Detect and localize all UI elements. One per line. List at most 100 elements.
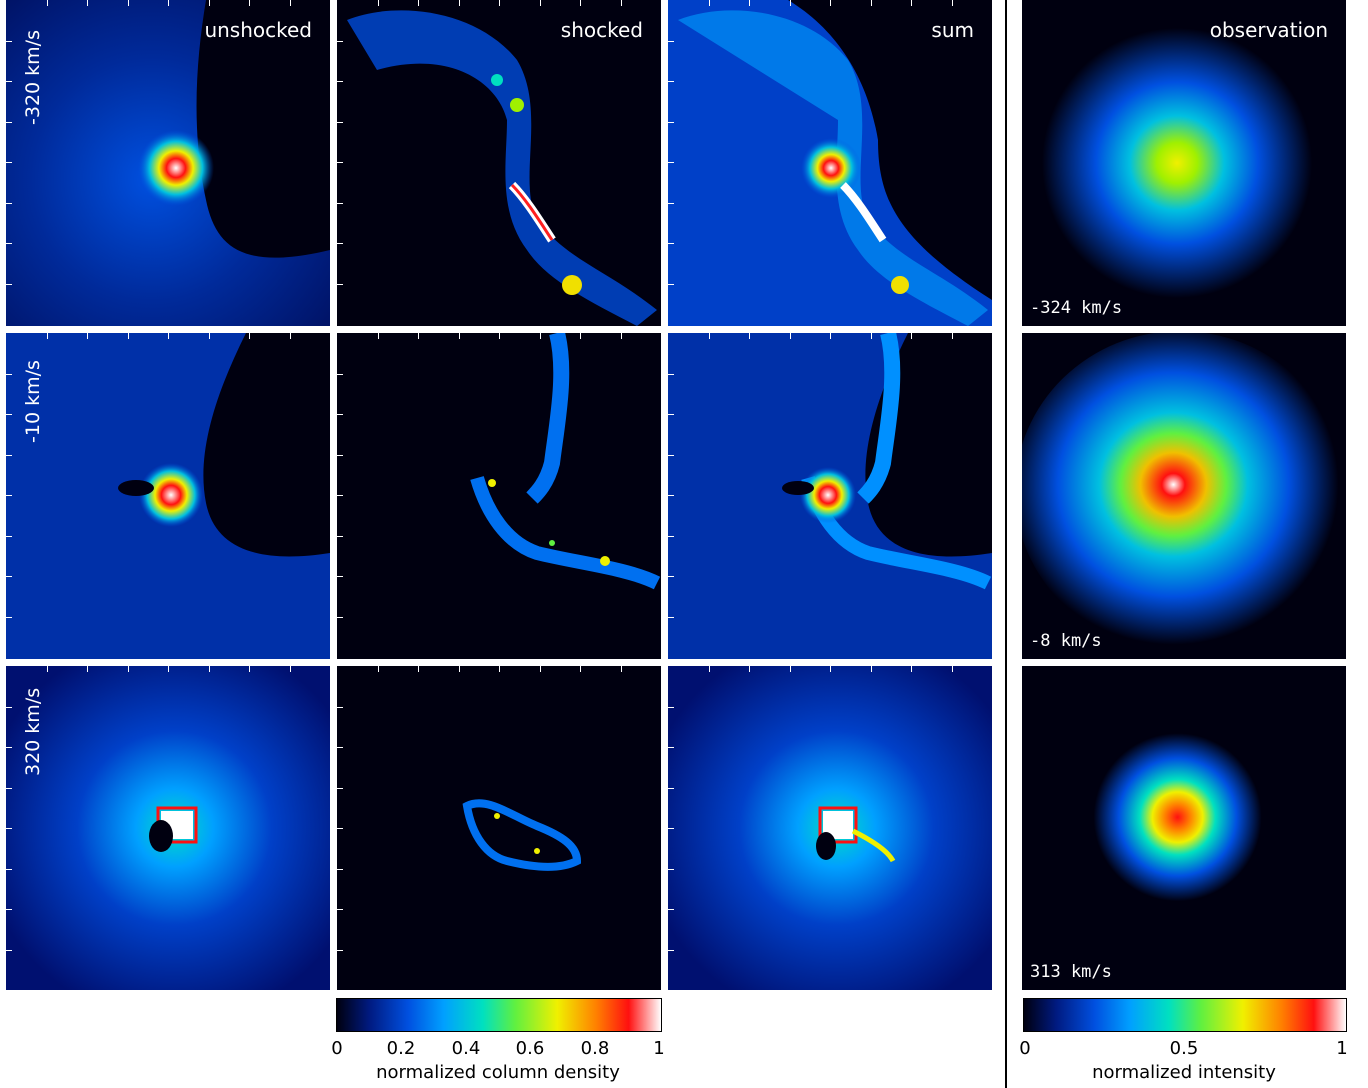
panel-unshocked-row2: -10 km/s [6,333,330,659]
colorbar-left-tick-4: 0.8 [580,1038,610,1059]
axis-tick [337,162,343,163]
axis-tick [289,333,291,339]
axis-tick [668,202,674,204]
axis-tick [668,828,674,829]
axis-tick [789,0,791,6]
panel-shocked-row1: shocked [337,0,661,326]
axis-tick [830,333,831,339]
observation-image-row3 [1022,666,1346,990]
colorbar-column-density [336,998,662,1032]
axis-tick [289,666,291,672]
unshocked-image-row2 [6,333,330,659]
colorbar-right-title: normalized intensity [1092,1062,1276,1083]
colorbar-right-tick-1: 0.5 [1169,1038,1199,1059]
axis-tick [911,333,912,339]
axis-tick [6,949,12,951]
colorbar-left-tick-3: 0.6 [515,1038,545,1059]
axis-tick [668,706,674,708]
axis-tick [6,706,12,708]
observation-velocity-2: -8 km/s [1030,631,1102,651]
axis-tick [668,243,674,244]
axis-tick [168,333,169,339]
axis-tick [337,909,343,910]
axis-tick [668,162,674,163]
axis-tick [337,373,343,375]
axis-tick [830,0,831,6]
axis-tick [668,787,674,789]
panel-observation-row3: 313 km/s [1022,666,1346,990]
colorbar-intensity [1023,998,1347,1032]
axis-tick [708,333,710,339]
axis-tick [208,333,210,339]
row-velocity-1: -320 km/s [22,30,44,125]
axis-tick [951,333,953,339]
axis-tick [458,666,460,672]
shocked-image-row3 [462,799,582,871]
axis-tick [668,535,674,537]
axis-tick [337,868,343,870]
axis-tick [668,454,674,456]
row-velocity-3: 320 km/s [22,687,44,776]
colorbar-left-tick-2: 0.4 [451,1038,481,1059]
axis-tick [6,868,12,870]
axis-tick [668,576,674,577]
axis-tick [620,0,622,6]
axis-tick [127,333,129,339]
axis-tick [539,666,541,672]
colorbar-left-title: normalized column density [376,1062,620,1083]
panel-unshocked-row3: 320 km/s [6,666,330,990]
axis-tick [377,333,379,339]
axis-tick [87,666,88,672]
axis-tick [337,495,343,496]
sum-image-row2 [668,333,992,659]
axis-tick [337,787,343,789]
axis-tick [87,0,88,6]
axis-tick [337,706,343,708]
axis-tick [6,495,12,496]
axis-tick [870,0,872,6]
axis-tick [249,0,250,6]
axis-tick [6,616,12,618]
axis-tick [749,333,750,339]
axis-tick [789,666,791,672]
axis-tick [6,747,12,748]
axis-tick [708,666,710,672]
axis-tick [620,666,622,672]
axis-tick [580,333,581,339]
colorbar-left-tick-5: 1 [653,1038,665,1059]
column-title-observation: observation [1209,18,1328,42]
column-title-sum: sum [931,18,974,42]
axis-tick [458,333,460,339]
shocked-image-row1 [347,10,657,326]
axis-tick [337,576,343,577]
axis-tick [708,0,710,6]
axis-tick [337,949,343,951]
unshocked-image-row3 [6,666,330,990]
axis-tick [668,373,674,375]
axis-tick [6,202,12,204]
axis-tick [6,787,12,789]
axis-tick [6,828,12,829]
section-divider [1005,0,1007,1088]
axis-tick [668,747,674,748]
axis-tick [289,0,291,6]
axis-tick [951,666,953,672]
axis-tick [377,666,379,672]
axis-tick [951,0,953,6]
column-title-unshocked: unshocked [204,18,312,42]
sum-image-row1 [668,0,992,326]
observation-velocity-3: 313 km/s [1030,962,1112,982]
axis-tick [539,333,541,339]
panel-observation-row1: observation -324 km/s [1022,0,1346,326]
axis-tick [168,0,169,6]
axis-tick [46,333,48,339]
axis-tick [911,0,912,6]
axis-tick [6,243,12,244]
axis-tick [789,333,791,339]
axis-tick [668,283,674,285]
axis-tick [539,0,541,6]
panel-sum-row1: sum [668,0,992,326]
axis-tick [870,666,872,672]
axis-tick [580,666,581,672]
axis-tick [127,0,129,6]
